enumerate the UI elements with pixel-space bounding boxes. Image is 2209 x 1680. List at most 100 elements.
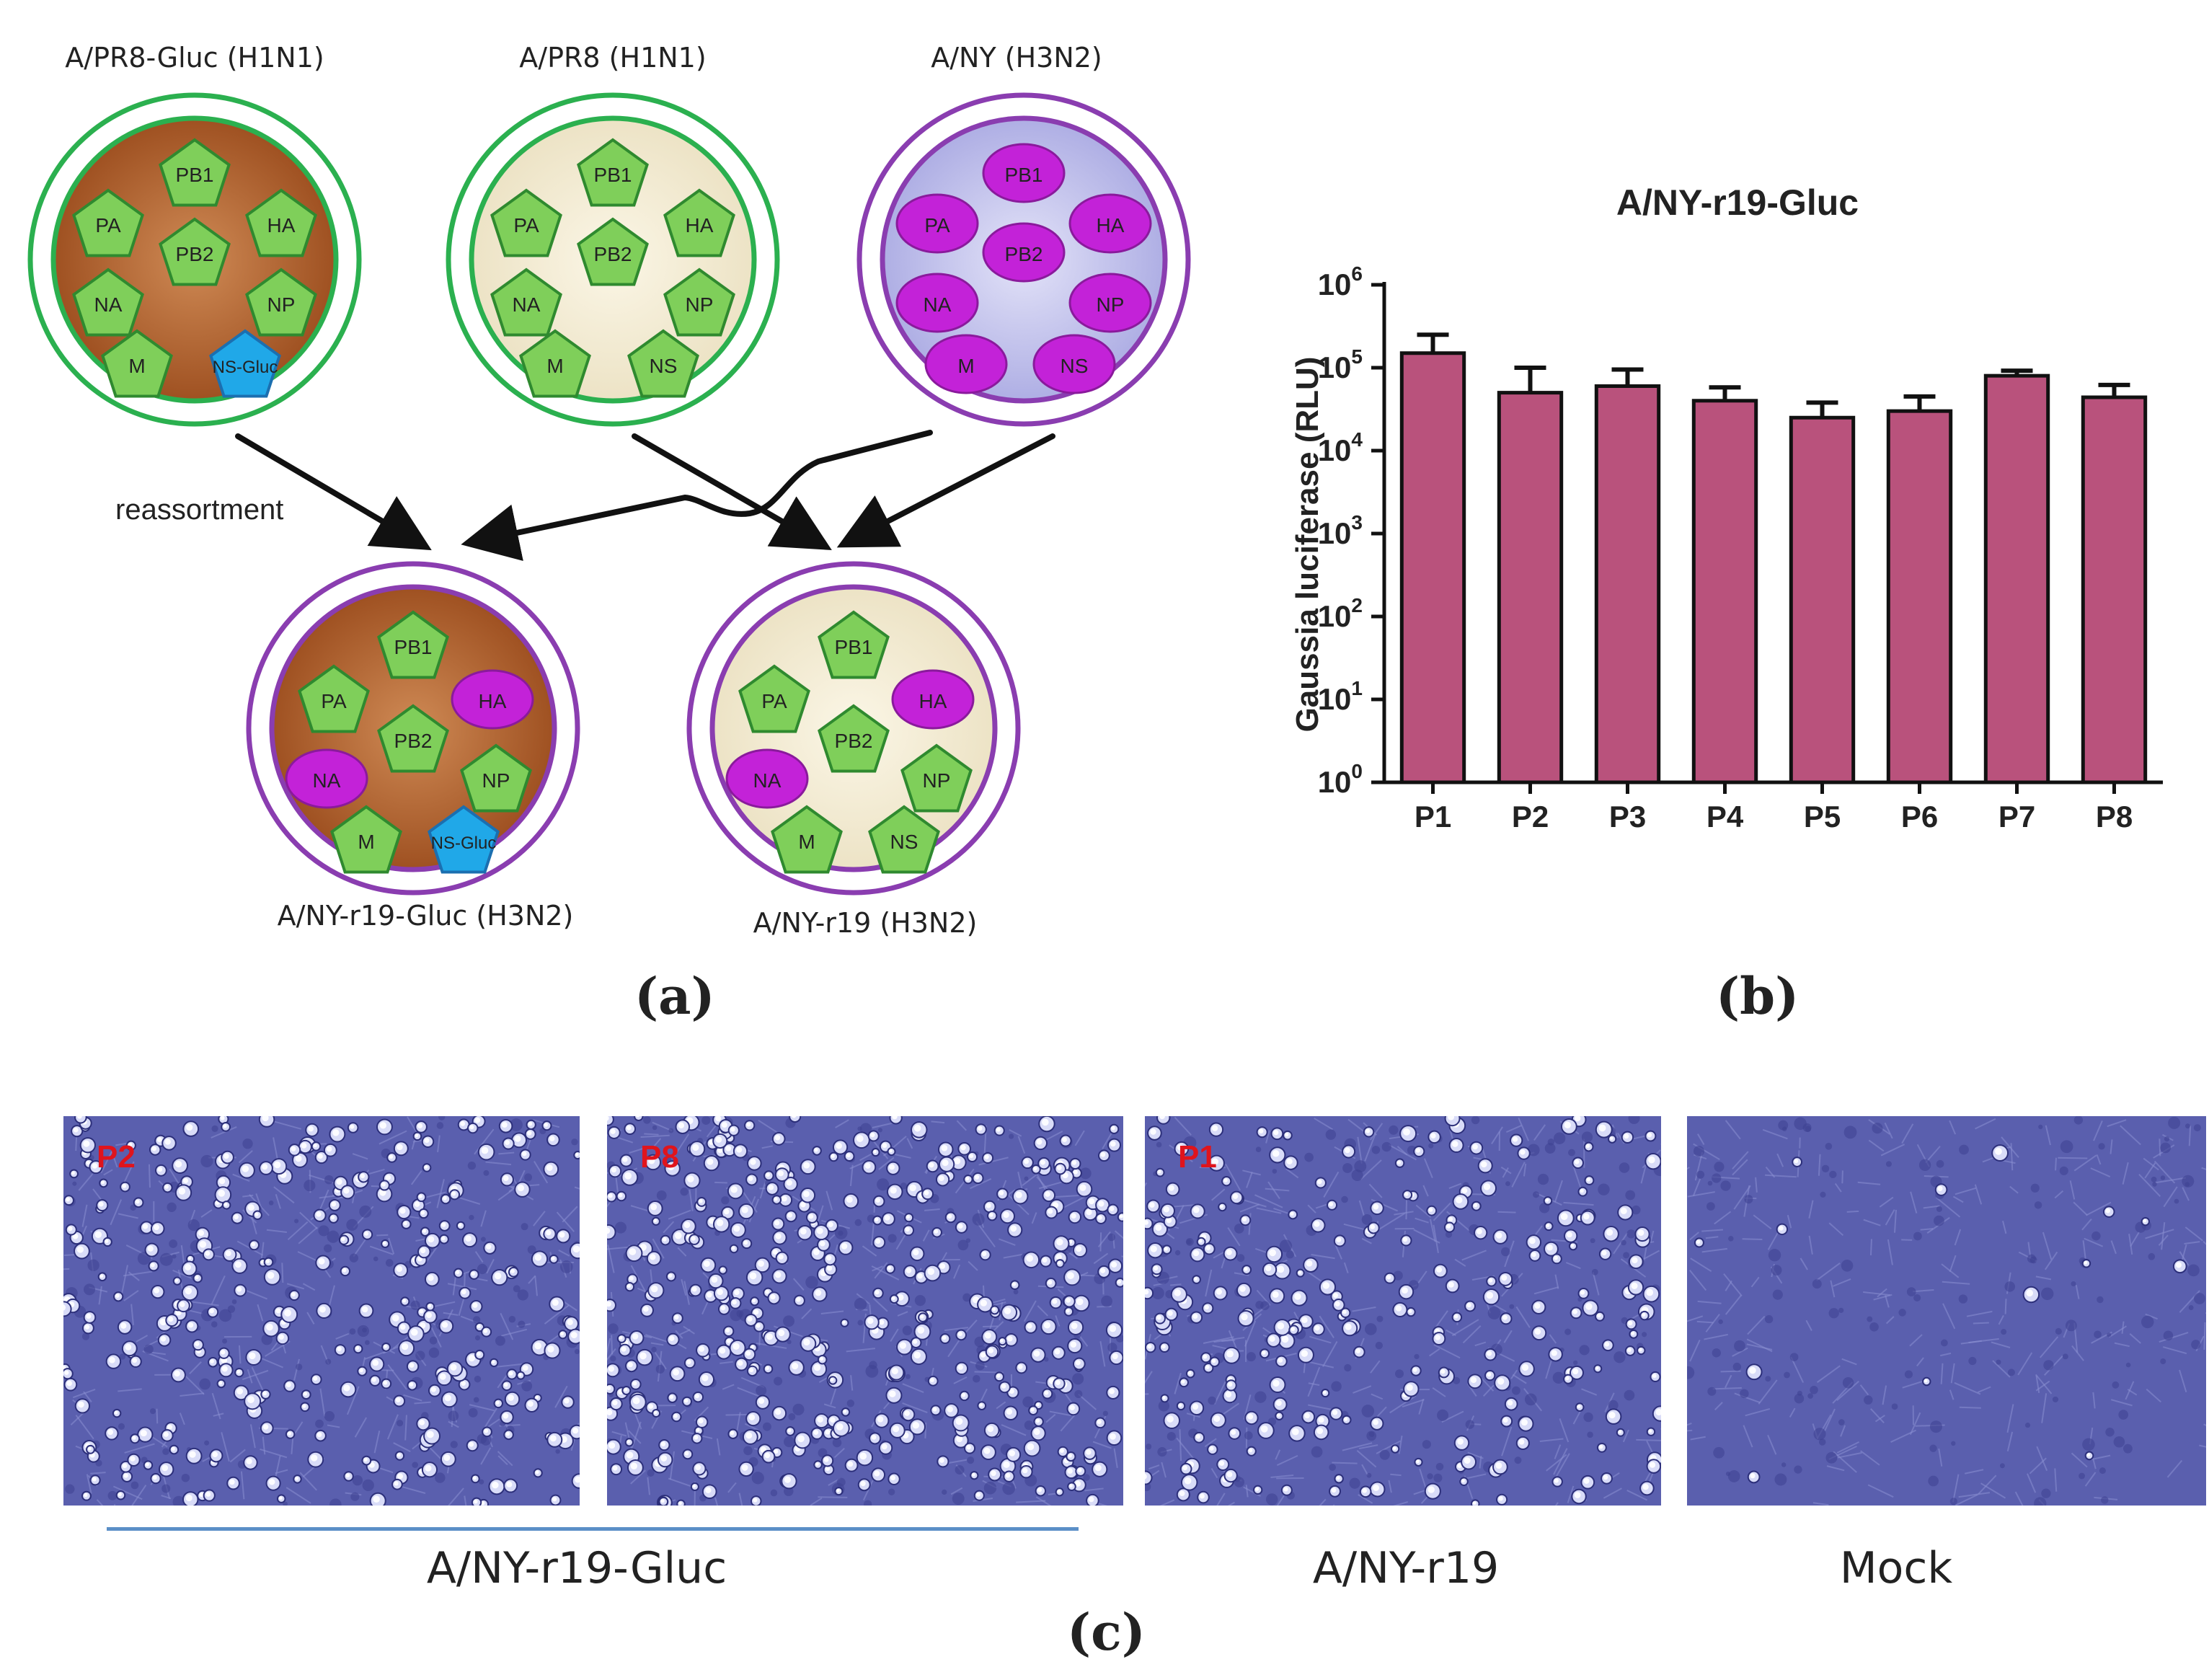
micrograph-p1: P1 (1145, 1116, 1661, 1506)
micrograph-tag: P1 (1178, 1139, 1217, 1175)
y-tick-label: 102 (1318, 594, 1363, 633)
svg-text:HA: HA (919, 690, 947, 712)
segment-pb1: PB1 (818, 610, 890, 679)
caption-mock: Mock (1839, 1543, 1953, 1593)
bar-p8 (2081, 395, 2148, 784)
svg-text:PA: PA (924, 214, 950, 236)
parent-virus-3-particle: PB1 PA HA PB2 NA NP M NS (856, 92, 1191, 427)
caption-r19: A/NY-r19 (1312, 1543, 1500, 1593)
svg-text:HA: HA (686, 214, 714, 236)
segment-pa: PA (72, 188, 144, 257)
segment-ha: HA (663, 188, 735, 257)
segment-ns: NS (868, 805, 940, 874)
segment-ha: HA (1068, 193, 1152, 254)
arrow-ny-to-r19 (836, 433, 1055, 548)
x-tick-label-p1: P1 (1415, 800, 1451, 834)
segment-na: NA (285, 748, 368, 809)
svg-text:NP: NP (482, 769, 510, 792)
segment-ns-gluc: NS-Gluc (428, 805, 500, 874)
segment-pb1: PB1 (577, 138, 649, 207)
svg-text:NS: NS (650, 355, 678, 377)
svg-text:NP: NP (923, 769, 951, 792)
segment-na: NA (895, 273, 979, 333)
y-tick-label: 104 (1318, 428, 1363, 467)
svg-text:M: M (128, 355, 145, 377)
progeny-virus-2-particle: PB1 PA HA PB2 NA NP M NS (686, 561, 1021, 896)
segment-na: NA (490, 268, 562, 337)
svg-text:PA: PA (321, 690, 347, 712)
svg-text:HA: HA (267, 214, 296, 236)
y-tick-label: 101 (1318, 677, 1363, 716)
svg-text:NA: NA (753, 769, 782, 792)
segment-np: NP (1068, 273, 1152, 333)
svg-text:PB1: PB1 (176, 164, 214, 186)
segment-pb2: PB2 (577, 217, 649, 286)
y-tick-label: 100 (1318, 760, 1363, 799)
x-tick-label-p7: P7 (1998, 800, 2035, 834)
svg-text:M: M (546, 355, 563, 377)
luciferase-bar-chart: A/NY-r19-Gluc Gaussia luciferase (RLU) 1… (1290, 182, 2163, 834)
svg-text:M: M (957, 355, 974, 377)
virus-title-ny: A/NY (H3N2) (931, 42, 1102, 74)
segment-np: NP (900, 743, 973, 813)
segment-np: NP (245, 268, 317, 337)
svg-text:NA: NA (313, 769, 341, 792)
svg-text:NP: NP (1097, 293, 1125, 316)
segment-pb1: PB1 (377, 610, 449, 679)
svg-text:HA: HA (1097, 214, 1125, 236)
svg-text:NA: NA (513, 293, 541, 316)
virus-title-pr8: A/PR8 (H1N1) (519, 42, 707, 74)
x-tick-label-p8: P8 (2096, 800, 2133, 834)
segment-m: M (330, 805, 402, 874)
bar-p1 (1399, 351, 1466, 784)
bar-p6 (1886, 409, 1953, 784)
segment-ha: HA (245, 188, 317, 257)
segment-ha: HA (891, 669, 975, 730)
segment-pb1: PB1 (982, 143, 1066, 203)
bar-p5 (1789, 415, 1856, 784)
svg-text:NS: NS (890, 831, 918, 853)
svg-text:PB2: PB2 (176, 243, 214, 265)
segment-na: NA (72, 268, 144, 337)
svg-text:PB1: PB1 (594, 164, 632, 186)
segment-pa: PA (490, 188, 562, 257)
svg-text:M: M (358, 831, 374, 853)
y-tick-label: 103 (1318, 511, 1363, 550)
segment-pb2: PB2 (818, 704, 890, 773)
micrograph-tag: P2 (97, 1139, 136, 1175)
virus-title-r19: A/NY-r19 (H3N2) (753, 907, 978, 939)
svg-text:NA: NA (924, 293, 952, 316)
group-underline (107, 1527, 1079, 1531)
micrograph-p2: P2 (63, 1116, 580, 1506)
panel-c-label: (c) (1067, 1602, 1146, 1662)
segment-m: M (924, 334, 1008, 394)
x-tick-label-p3: P3 (1609, 800, 1646, 834)
bar-p3 (1594, 384, 1661, 784)
micrograph-mock (1687, 1116, 2206, 1506)
y-tick-label: 105 (1318, 345, 1363, 384)
svg-text:PB1: PB1 (394, 636, 433, 658)
segment-ns: NS (1032, 334, 1116, 394)
svg-text:NP: NP (686, 293, 714, 316)
svg-text:PA: PA (761, 690, 787, 712)
svg-text:PB2: PB2 (835, 730, 873, 752)
segment-ns-gluc: NS-Gluc (209, 329, 281, 398)
micrograph-tag: P8 (640, 1139, 679, 1175)
segment-m: M (101, 329, 173, 398)
svg-text:PB2: PB2 (394, 730, 433, 752)
micrograph-p8: P8 (607, 1116, 1123, 1506)
segment-pb2: PB2 (982, 222, 1066, 283)
segment-pb2: PB2 (159, 217, 231, 286)
reassortment-label: reassortment (115, 494, 283, 526)
svg-text:NS-Gluc: NS-Gluc (431, 834, 497, 853)
svg-text:HA: HA (479, 690, 507, 712)
progeny-virus-1-particle: PB1 PA HA PB2 NA NP M NS-Gluc (246, 561, 580, 896)
segment-m: M (771, 805, 843, 874)
caption-r19-gluc: A/NY-r19-Gluc (426, 1543, 727, 1593)
bar-p7 (1983, 373, 2050, 784)
x-tick-label-p2: P2 (1512, 800, 1549, 834)
x-tick-label-p6: P6 (1901, 800, 1938, 834)
svg-text:NA: NA (94, 293, 123, 316)
bar-p2 (1497, 391, 1564, 784)
